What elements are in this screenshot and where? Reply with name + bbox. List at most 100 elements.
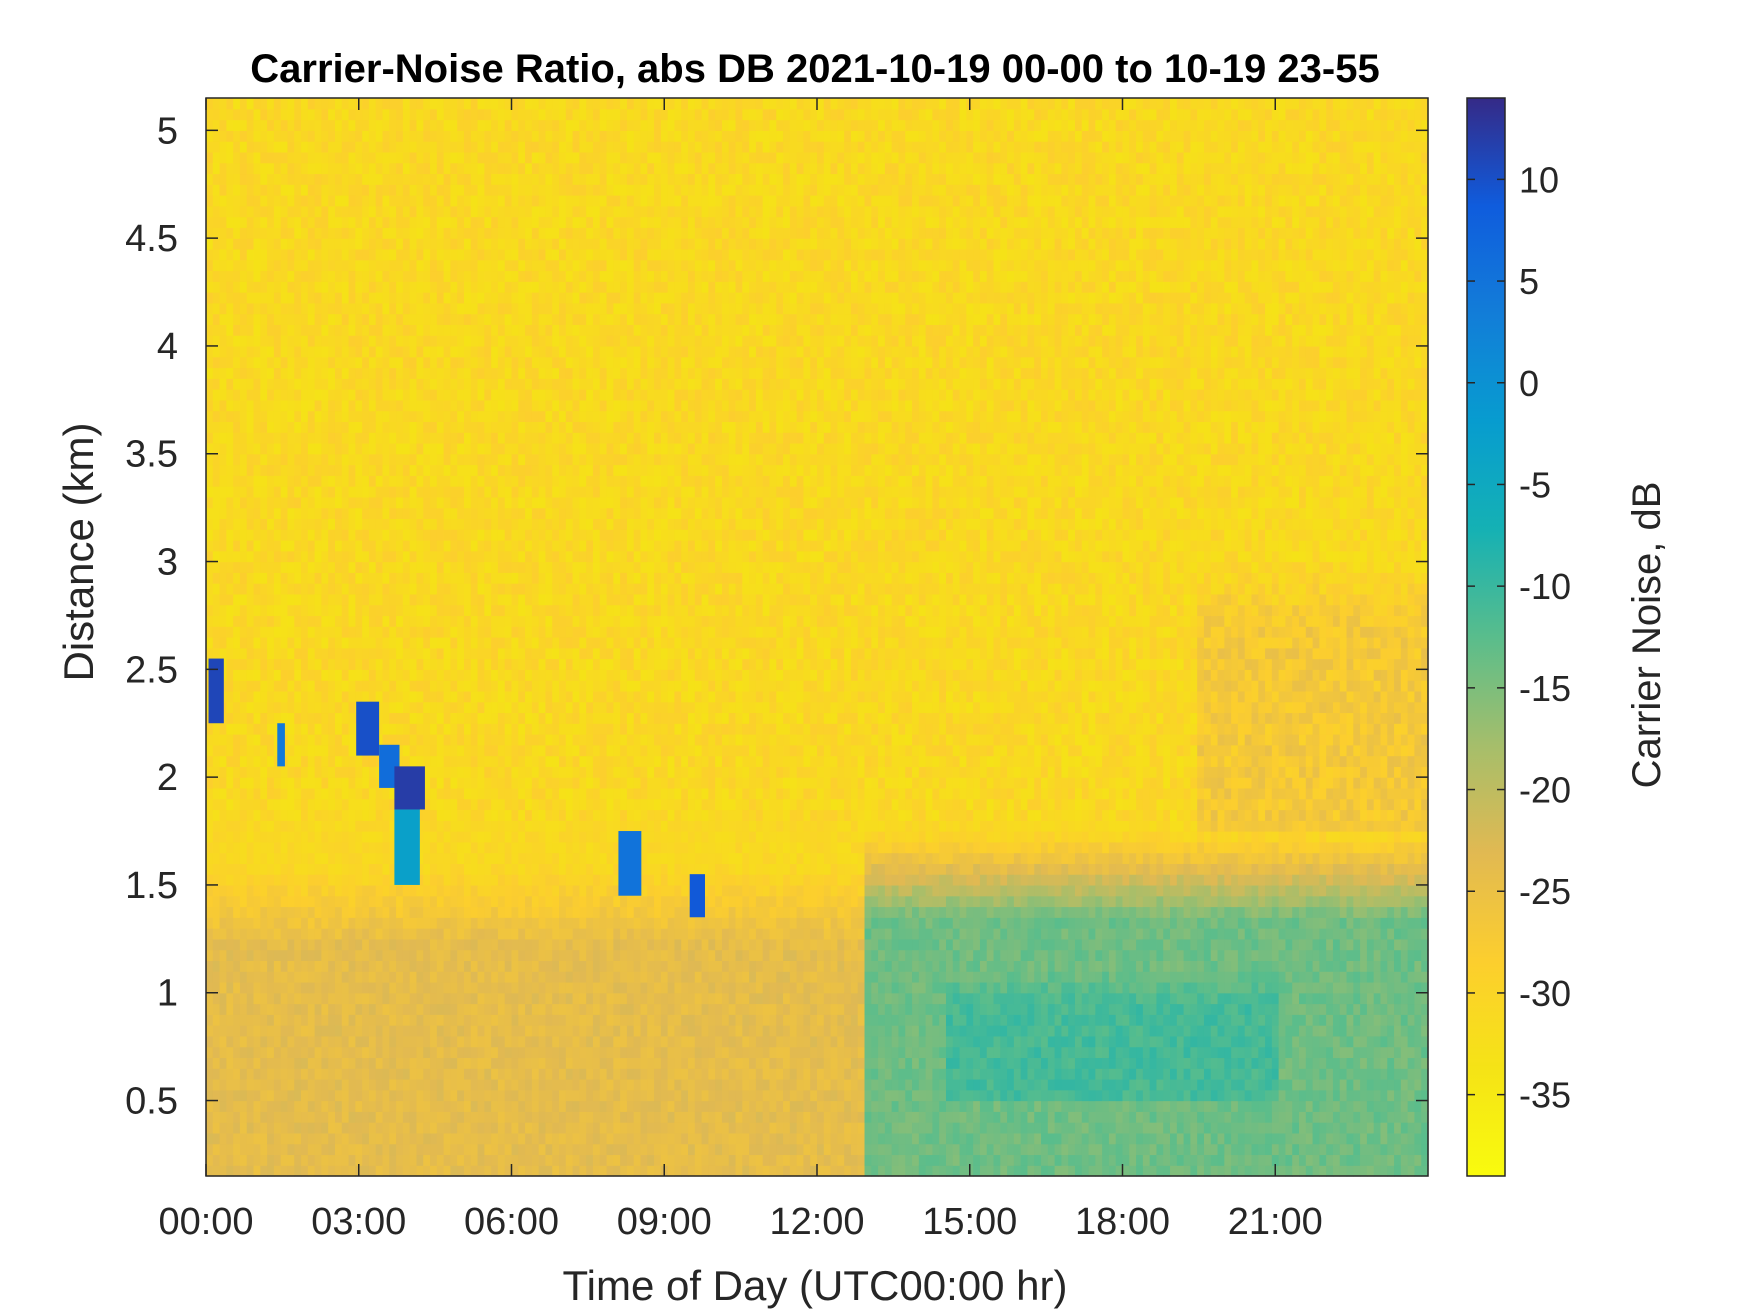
heatmap-cell bbox=[497, 766, 506, 778]
heatmap-cell bbox=[430, 1111, 438, 1123]
heatmap-cell bbox=[212, 550, 221, 563]
heatmap-cell bbox=[280, 1122, 289, 1134]
heatmap-cell bbox=[525, 766, 533, 778]
heatmap-cell bbox=[375, 626, 384, 638]
heatmap-cell bbox=[430, 669, 438, 681]
heatmap-cell bbox=[389, 917, 397, 929]
heatmap-cell bbox=[525, 507, 533, 520]
heatmap-cell bbox=[491, 507, 499, 520]
heatmap-cell bbox=[538, 151, 547, 164]
heatmap-cell bbox=[226, 259, 234, 272]
heatmap-cell bbox=[362, 1132, 370, 1145]
heatmap-cell bbox=[525, 1003, 533, 1015]
heatmap-cell bbox=[206, 238, 214, 250]
heatmap-cell bbox=[273, 658, 282, 670]
heatmap-cell bbox=[280, 1154, 289, 1166]
heatmap-cell bbox=[212, 928, 221, 940]
heatmap-cell bbox=[239, 324, 248, 336]
heatmap-cell bbox=[436, 874, 445, 886]
heatmap-cell bbox=[267, 539, 275, 552]
heatmap-cell bbox=[382, 723, 390, 735]
heatmap-cell bbox=[321, 227, 329, 239]
heatmap-cell bbox=[525, 259, 533, 272]
heatmap-cell bbox=[273, 496, 282, 509]
heatmap-cell bbox=[525, 550, 533, 563]
heatmap-cell bbox=[348, 496, 356, 509]
heatmap-cell bbox=[511, 841, 519, 854]
heatmap-cell bbox=[443, 884, 451, 897]
heatmap-cell bbox=[260, 216, 268, 228]
heatmap-cell bbox=[389, 464, 397, 476]
heatmap-cell bbox=[307, 637, 316, 649]
heatmap-cell bbox=[239, 1025, 248, 1037]
heatmap-cell bbox=[294, 647, 302, 660]
heatmap-cell bbox=[396, 335, 404, 347]
heatmap-cell bbox=[443, 367, 451, 379]
heatmap-cell bbox=[368, 98, 377, 110]
heatmap-cell bbox=[436, 723, 445, 735]
heatmap-cell bbox=[226, 108, 234, 121]
heatmap-cell bbox=[253, 184, 261, 196]
heatmap-cell bbox=[206, 863, 214, 875]
heatmap-cell bbox=[314, 108, 323, 121]
heatmap-cell bbox=[396, 442, 404, 455]
heatmap-cell bbox=[273, 809, 282, 821]
heatmap-cell bbox=[470, 981, 479, 994]
heatmap-cell bbox=[423, 895, 431, 908]
heatmap-cell bbox=[212, 389, 221, 401]
heatmap-cell bbox=[233, 593, 241, 606]
heatmap-cell bbox=[287, 863, 295, 875]
heatmap-cell bbox=[267, 1143, 275, 1156]
heatmap-cell bbox=[484, 518, 492, 530]
heatmap-cell bbox=[219, 723, 227, 735]
heatmap-cell bbox=[280, 1132, 289, 1145]
heatmap-cell bbox=[253, 1143, 261, 1156]
heatmap-cell bbox=[246, 302, 255, 315]
heatmap-cell bbox=[226, 345, 234, 358]
heatmap-cell bbox=[307, 529, 316, 541]
heatmap-cell bbox=[477, 162, 485, 175]
heatmap-cell bbox=[497, 389, 506, 401]
heatmap-cell bbox=[375, 734, 384, 746]
heatmap-cell bbox=[430, 184, 438, 196]
heatmap-cell bbox=[239, 1003, 248, 1015]
heatmap-cell bbox=[409, 981, 418, 994]
heatmap-cell bbox=[280, 141, 289, 153]
heatmap-cell bbox=[253, 421, 261, 433]
heatmap-cell bbox=[294, 529, 302, 541]
heatmap-cell bbox=[484, 863, 492, 875]
heatmap-cell bbox=[504, 151, 513, 164]
heatmap-cell bbox=[416, 356, 424, 369]
heatmap-cell bbox=[484, 906, 492, 918]
heatmap-cell bbox=[239, 604, 248, 617]
heatmap-cell bbox=[518, 561, 526, 573]
heatmap-cell bbox=[443, 744, 451, 757]
heatmap-cell bbox=[402, 960, 411, 972]
heatmap-cell bbox=[287, 637, 295, 649]
heatmap-cell bbox=[267, 787, 275, 800]
heatmap-cell bbox=[341, 184, 350, 196]
heatmap-cell bbox=[355, 1154, 363, 1166]
heatmap-cell bbox=[375, 981, 384, 994]
heatmap-cell bbox=[436, 1014, 445, 1026]
heatmap-cell bbox=[212, 841, 221, 854]
heatmap-cell bbox=[450, 712, 458, 724]
heatmap-cell bbox=[328, 1143, 336, 1156]
heatmap-cell bbox=[314, 496, 323, 509]
heatmap-cell bbox=[280, 787, 289, 800]
heatmap-cell bbox=[321, 841, 329, 854]
heatmap-cell bbox=[226, 928, 234, 940]
heatmap-cell bbox=[518, 324, 526, 336]
heatmap-cell bbox=[301, 852, 309, 864]
heatmap-cell bbox=[382, 442, 390, 455]
heatmap-cell bbox=[348, 205, 356, 218]
heatmap-cell bbox=[457, 831, 465, 843]
heatmap-cell bbox=[402, 938, 411, 951]
heatmap-cell bbox=[280, 831, 289, 843]
heatmap-cell bbox=[436, 507, 445, 520]
heatmap-cell bbox=[334, 712, 343, 724]
heatmap-cell bbox=[457, 108, 465, 121]
heatmap-cell bbox=[341, 248, 350, 261]
heatmap-cell bbox=[531, 378, 540, 390]
heatmap-cell bbox=[362, 195, 370, 207]
